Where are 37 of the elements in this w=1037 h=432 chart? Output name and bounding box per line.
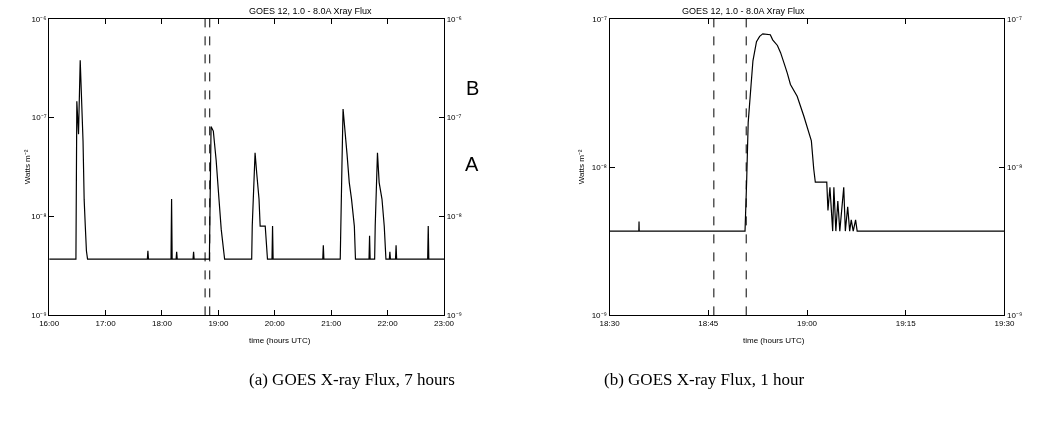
text: 10⁻⁷ [1007, 14, 1022, 24]
x-tick-label: 20:00 [264, 318, 286, 328]
text: (a) GOES X-ray Flux, 7 hours [249, 370, 455, 389]
y-tick-label: 10⁻⁸ [591, 162, 608, 172]
chart-title: GOES 12, 1.0 - 8.0A Xray Flux [682, 6, 806, 16]
text: 10⁻⁹ [1007, 311, 1023, 321]
y-tick-label: 10⁻⁷ [592, 14, 608, 24]
x-axis-title: time (hours UTC) [249, 336, 311, 345]
x-tick-label: 16:00 [39, 318, 60, 328]
x-tick-label: 18:45 [698, 318, 719, 328]
x-axis-title: time (hours UTC) [743, 336, 805, 345]
text: 10⁻⁸ [1007, 162, 1023, 172]
y-tick-label: 10⁻⁹ [591, 311, 608, 321]
x-tick-label: 17:00 [95, 318, 117, 328]
y-axis-title: Watts m⁻² [23, 149, 33, 185]
x-tick-label: 19:30 [994, 318, 1015, 328]
text: 10⁻⁶ [446, 14, 462, 24]
text: A [465, 153, 479, 175]
text: B [466, 77, 480, 99]
x-tick-label: 18:00 [151, 318, 173, 328]
x-tick-label: 19:15 [895, 318, 917, 328]
x-tick-label: 19:00 [797, 318, 818, 328]
text: (b) GOES X-ray Flux, 1 hour [604, 370, 805, 389]
text: 10⁻⁷ [446, 113, 462, 123]
y-axis-title: Watts m⁻² [577, 149, 587, 185]
text: 10⁻⁹ [446, 311, 462, 321]
y-tick-label: 10⁻⁷ [31, 113, 47, 123]
x-tick-label: 23:00 [434, 318, 455, 328]
y-tick-label: 10⁻⁶ [31, 14, 47, 24]
x-tick-label: 19:00 [208, 318, 229, 328]
x-tick-label: 18:30 [599, 318, 621, 328]
y-tick-label: 10⁻⁹ [31, 311, 47, 321]
text: 10⁻⁸ [446, 212, 462, 222]
chart-title: GOES 12, 1.0 - 8.0A Xray Flux [249, 6, 373, 16]
x-tick-label: 22:00 [377, 318, 399, 328]
x-tick-label: 21:00 [321, 318, 342, 328]
y-tick-label: 10⁻⁸ [31, 212, 47, 222]
